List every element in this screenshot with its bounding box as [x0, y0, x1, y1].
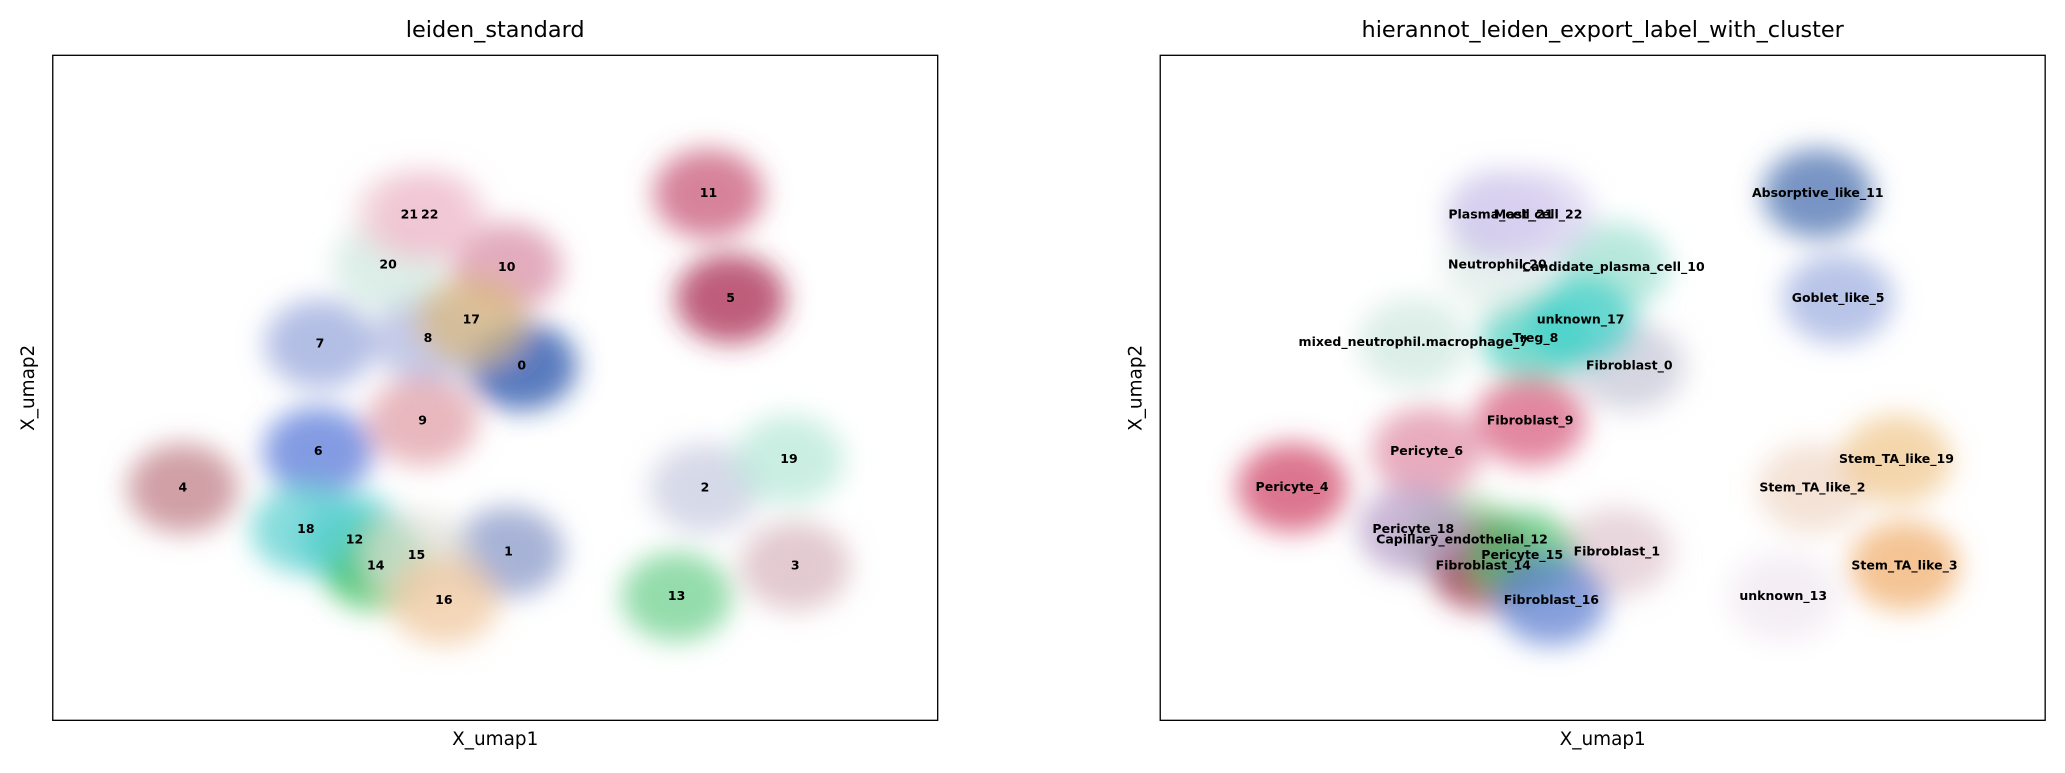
cluster-cloud [1358, 297, 1469, 388]
cluster-label: Mast_cell_22 [1494, 206, 1583, 222]
cluster-label: Pericyte_4 [1256, 479, 1329, 495]
plot-frame [52, 54, 939, 721]
cluster-label: 12 [346, 532, 363, 547]
cluster-cloud [1525, 275, 1636, 365]
cluster-label: 19 [780, 451, 797, 466]
cluster-label: 7 [316, 335, 325, 350]
cluster-label: Stem_TA_like_19 [1839, 451, 1954, 467]
cluster-cloud [1757, 443, 1868, 534]
y-axis-label: X_umap2 [1126, 345, 1147, 431]
cluster-label: 2 [701, 480, 710, 495]
cluster-label: Pericyte_18 [1372, 521, 1454, 537]
cluster-cloud [1371, 406, 1482, 497]
cluster-label: Fibroblast_14 [1436, 558, 1532, 574]
cluster-label: Fibroblast_16 [1504, 592, 1600, 608]
cluster-cloud [675, 253, 786, 344]
cluster-label: 16 [435, 592, 453, 607]
cluster-blobs [1236, 148, 1960, 646]
cluster-cloud [1236, 442, 1348, 533]
cluster-cloud [649, 443, 761, 534]
cluster-label: 11 [700, 185, 717, 200]
cluster-label: mixed_neutrophil.macrophage_7 [1299, 334, 1529, 350]
cluster-label: 15 [408, 547, 425, 562]
cluster-label: unknown_17 [1537, 311, 1625, 327]
cluster-cloud [1496, 555, 1607, 646]
cluster-label: 20 [379, 256, 397, 271]
point-cloud [127, 148, 851, 646]
x-axis-label: X_umap1 [452, 729, 538, 750]
cluster-cloud [733, 414, 845, 505]
y-axis-label: X_umap2 [18, 345, 39, 431]
cluster-cloud [1358, 484, 1469, 575]
cluster-label: 13 [668, 588, 685, 603]
cluster-label: 10 [498, 259, 516, 274]
cluster-cloud [1482, 170, 1594, 260]
cluster-cloud [1782, 253, 1894, 344]
cluster-label: 14 [367, 558, 385, 573]
cluster-label: Goblet_like_5 [1792, 290, 1885, 306]
cluster-label: Absorptive_like_11 [1752, 185, 1884, 201]
cluster-label: Fibroblast_0 [1586, 357, 1673, 373]
x-axis-label: X_umap1 [1560, 729, 1646, 750]
cluster-blobs [127, 148, 851, 646]
cluster-label: 21 [401, 206, 418, 221]
point-cloud [1236, 148, 1960, 646]
cluster-cloud [739, 521, 851, 611]
cluster-label: 6 [314, 443, 323, 458]
cluster-label: Plasma_cell_21 [1448, 206, 1553, 222]
cluster-label: 3 [791, 558, 800, 573]
cluster-label: 1 [504, 544, 513, 559]
cluster-label: 5 [726, 290, 735, 305]
cluster-cloud [1474, 376, 1586, 466]
cluster-cloud [262, 406, 374, 497]
cluster-cloud [264, 299, 376, 389]
cluster-label: 4 [178, 480, 187, 495]
cluster-label: Neutrophil_20 [1448, 256, 1547, 272]
cluster-label: 18 [297, 521, 314, 536]
cluster-cloud [388, 555, 500, 646]
cluster-label: Stem_TA_like_3 [1851, 558, 1957, 574]
cluster-label: Fibroblast_9 [1487, 413, 1574, 429]
cluster-label: 0 [517, 357, 526, 372]
cluster-label: Capillary_endothelial_12 [1376, 532, 1548, 548]
cluster-cloud [1849, 521, 1960, 611]
cluster-cloud [1727, 551, 1839, 642]
cluster-cloud [374, 170, 486, 260]
plot-frame [1159, 54, 2046, 721]
cluster-label: 9 [418, 413, 427, 428]
cluster-label: Stem_TA_like_2 [1759, 480, 1865, 496]
cluster-cloud [127, 443, 239, 534]
cluster-label: unknown_13 [1739, 588, 1827, 604]
cluster-label: Pericyte_6 [1390, 443, 1463, 459]
cluster-label: 8 [424, 330, 433, 345]
cluster-label: 22 [421, 206, 438, 221]
cluster-cloud [1762, 148, 1874, 239]
cluster-cloud [653, 148, 764, 239]
cluster-cloud [250, 484, 362, 575]
cluster-label: Pericyte_15 [1481, 547, 1563, 563]
cluster-label: Candidate_plasma_cell_10 [1522, 259, 1705, 275]
cluster-label: Treg_8 [1513, 330, 1559, 346]
cluster-cloud [416, 275, 527, 365]
cluster-label: Fibroblast_1 [1574, 544, 1661, 560]
cluster-label: 17 [463, 311, 480, 326]
cluster-cloud [621, 551, 732, 642]
panel-title: leiden_standard [406, 17, 585, 43]
panel-title: hierannot_leiden_export_label_with_clust… [1362, 17, 1845, 43]
cluster-cloud [367, 376, 478, 466]
cluster-cloud [1841, 414, 1952, 505]
